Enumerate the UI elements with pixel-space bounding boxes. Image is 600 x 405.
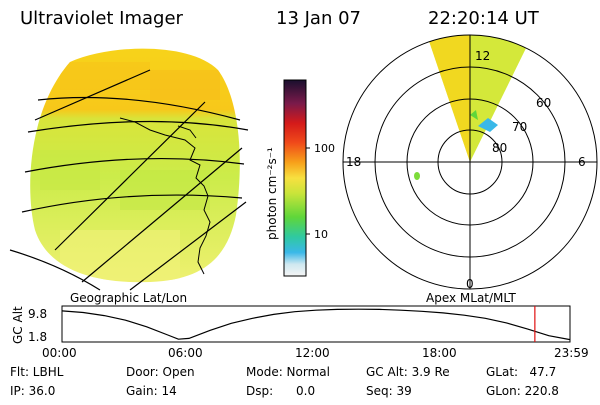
geo-grid-lines — [9, 69, 249, 291]
geo-image-texture — [40, 62, 220, 280]
status-seq: Seq: 39 — [366, 384, 412, 398]
status-gain: Gain: 14 — [126, 384, 177, 398]
mlat-label-80: 80 — [492, 141, 507, 155]
polar-caption: Apex MLat/MLT — [426, 291, 516, 305]
status-glat: GLat: 47.7 — [486, 365, 556, 379]
coastline — [119, 117, 211, 275]
status-dsp: Dsp: 0.0 — [246, 384, 315, 398]
timeline-frame — [61, 305, 571, 343]
colorbar-unit-label: photon cm⁻²s⁻¹ — [265, 147, 279, 240]
colorbar-gradient — [283, 79, 307, 277]
polar-panel: 12 18 6 0 60 70 80 — [342, 34, 598, 291]
time-label: 22:20:14 UT — [428, 8, 540, 29]
altitude-timeline: GC Alt 9.8 1.8 00:00 06:00 12:00 18:00 2… — [11, 305, 589, 360]
geo-image-panel — [9, 48, 249, 291]
status-gc-alt: GC Alt: 3.9 Re — [366, 365, 450, 379]
altitude-series-line — [61, 308, 571, 341]
polar-grid — [342, 34, 598, 290]
mlat-label-70: 70 — [512, 120, 527, 134]
polar-data-spot — [414, 172, 420, 180]
mlt-label-18: 18 — [346, 155, 361, 169]
colorbar-tick-10: 10 — [314, 228, 328, 241]
status-bar: Flt: LBHL IP: 36.0 Door: Open Gain: 14 M… — [10, 365, 559, 398]
timeline-marks — [61, 306, 571, 342]
status-filter: Flt: LBHL — [10, 365, 64, 379]
mlt-label-12: 12 — [475, 49, 490, 63]
polar-data-wedge — [428, 35, 530, 162]
x-tick-0600: 06:00 — [168, 346, 203, 360]
x-tick-0000: 00:00 — [42, 346, 77, 360]
colorbar-tick-100: 100 — [314, 142, 335, 155]
mlt-label-6: 6 — [578, 155, 586, 169]
status-glon: GLon: 220.8 — [486, 384, 559, 398]
y-axis-title: GC Alt — [11, 306, 25, 344]
y-tick-low: 1.8 — [28, 330, 47, 344]
date-label: 13 Jan 07 — [276, 8, 361, 29]
colorbar: 100 10 photon cm⁻²s⁻¹ — [265, 79, 335, 277]
x-tick-2359: 23:59 — [554, 346, 589, 360]
y-tick-high: 9.8 — [28, 307, 47, 321]
status-ip: IP: 36.0 — [10, 384, 55, 398]
app-title: Ultraviolet Imager — [20, 8, 184, 29]
geo-caption: Geographic Lat/Lon — [70, 291, 187, 305]
status-mode: Mode: Normal — [246, 365, 330, 379]
status-door: Door: Open — [126, 365, 195, 379]
mlat-label-60: 60 — [536, 96, 551, 110]
x-tick-1200: 12:00 — [295, 346, 330, 360]
x-tick-1800: 18:00 — [422, 346, 457, 360]
mlt-label-0: 0 — [466, 277, 474, 291]
geo-image-disk — [30, 48, 240, 283]
